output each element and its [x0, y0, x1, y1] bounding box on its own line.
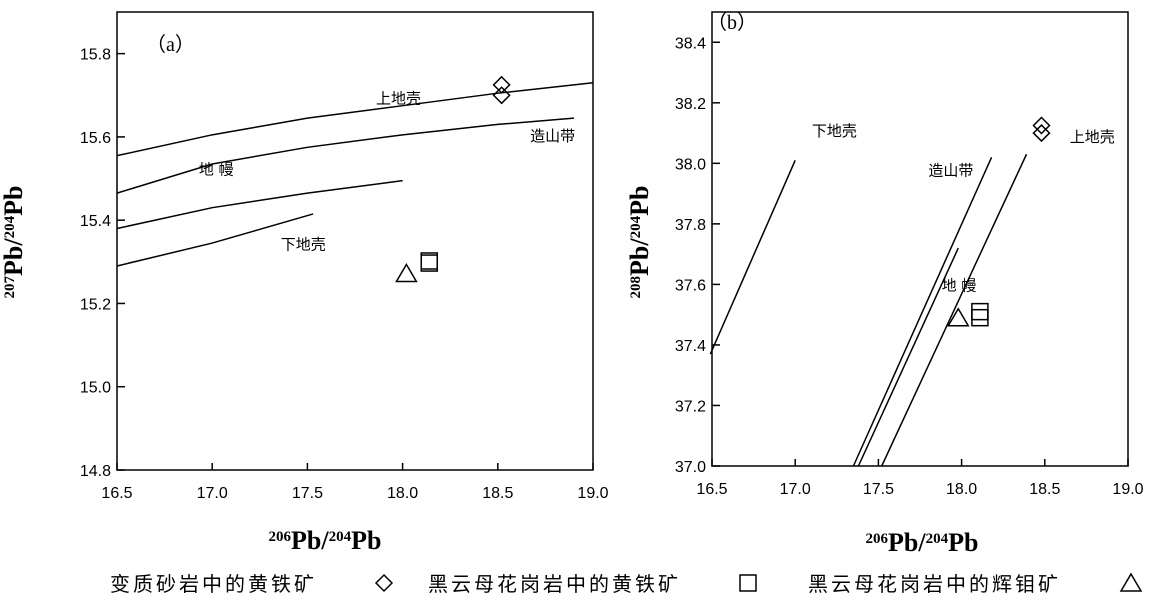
panel-label: （a）: [146, 33, 195, 56]
evolution-curve: [857, 247, 959, 467]
y-axis-title-text2: Pb: [625, 186, 654, 216]
x-axis-title: 206Pb/204Pb: [269, 526, 382, 555]
evolution-curve: [116, 213, 314, 267]
x-tick-label: 19.0: [577, 485, 608, 502]
data-point-square: [971, 302, 989, 321]
y-tick-label: 37.6: [675, 277, 706, 294]
x-axis-title-mass2: 204: [329, 529, 352, 545]
data-point-diamond: [492, 75, 511, 94]
y-axis-title-mass: 207: [2, 275, 18, 298]
data-point-diamond: [492, 86, 511, 105]
x-tick-label: 18.0: [387, 485, 418, 502]
evolution-curve: [852, 156, 993, 467]
x-tick-label: 18.5: [482, 485, 513, 502]
curve-label: 上地壳: [376, 90, 421, 108]
plot-frame: [116, 11, 594, 471]
legend-label: 黑云母花岗岩中的黄铁矿: [428, 572, 681, 596]
y-axis-title: 207Pb/204Pb: [0, 186, 28, 299]
panel-a: 16.5 17.0 17.5 18.0 18.5 19.0 14.8 15.0 15.2 15.4…: [80, 11, 609, 502]
evolution-curve: [116, 179, 403, 230]
y-axis-title-mass2: 204: [2, 215, 18, 238]
y-tick-label: 37.2: [675, 398, 706, 415]
data-point-square: [420, 252, 439, 270]
y-tick-label: 37.4: [675, 338, 706, 355]
x-axis-title-mass: 206: [866, 531, 889, 547]
x-axis-title: 206Pb/204Pb: [866, 528, 979, 557]
x-tick-label: 16.5: [696, 481, 727, 498]
x-tick-label: 17.0: [780, 481, 811, 498]
x-tick-label: 16.5: [101, 485, 132, 502]
x-axis-title-text: Pb/: [291, 526, 329, 555]
x-tick-label: 18.0: [946, 481, 977, 498]
x-tick-label: 19.0: [1112, 481, 1143, 498]
curve-label: 下地壳: [812, 122, 857, 140]
y-axis-title-text: Pb/: [0, 238, 28, 276]
y-tick-label: 15.8: [80, 47, 111, 64]
curve-label: 造山带: [928, 161, 973, 179]
y-axis-title-mass2: 204: [628, 215, 644, 238]
data-point-triangle: [395, 262, 418, 283]
data-point-square: [971, 308, 989, 327]
legend-square-icon: [739, 574, 757, 592]
curve-label: 地 幔: [942, 276, 977, 294]
panel-label: （b）: [707, 11, 757, 34]
x-tick-label: 17.5: [292, 485, 323, 502]
x-axis-title-text2: Pb: [948, 528, 978, 557]
curve-label: 地 幔: [199, 160, 234, 178]
x-axis-title-text2: Pb: [351, 526, 381, 555]
evolution-curve: [709, 160, 796, 355]
data-point-diamond: [1032, 116, 1051, 135]
legend: 变质砂岩中的黄铁矿 黑云母花岗岩中的黄铁矿 黑云母花岗岩中的辉钼矿: [110, 572, 1143, 596]
y-axis-title-mass: 208: [628, 276, 644, 299]
panel-b: 16.5 17.0 17.5 18.0 18.5 19.0 37.0 37.2 37.4 37.6…: [675, 11, 1144, 498]
y-axis-title-text: Pb/: [625, 238, 654, 276]
data-point-triangle: [946, 307, 970, 327]
y-tick-label: 15.6: [80, 130, 111, 147]
x-axis-title-text: Pb/: [888, 528, 926, 557]
evolution-curve: [116, 117, 575, 194]
x-tick-label: 17.5: [863, 481, 894, 498]
y-tick-label: 38.4: [675, 35, 706, 52]
y-tick-label: 14.8: [80, 463, 111, 480]
y-tick-label: 37.0: [675, 459, 706, 476]
plot-frame: [711, 11, 1129, 467]
legend-label: 黑云母花岗岩中的辉钼矿: [808, 572, 1061, 596]
y-tick-label: 38.2: [675, 96, 706, 113]
curve-label: 造山带: [530, 127, 575, 145]
x-axis-title-mass: 206: [269, 529, 292, 545]
data-point-diamond: [1032, 124, 1051, 143]
curve-label: 下地壳: [281, 235, 326, 253]
y-tick-label: 15.4: [80, 213, 111, 230]
y-tick-label: 38.0: [675, 156, 706, 173]
evolution-curve: [881, 153, 1028, 467]
y-axis-title-text2: Pb: [0, 186, 28, 216]
x-axis-title-mass2: 204: [926, 531, 949, 547]
y-axis-title: 208Pb/204Pb: [625, 186, 654, 299]
y-tick-label: 37.8: [675, 217, 706, 234]
y-tick-label: 15.0: [80, 380, 111, 397]
curve-label: 上地壳: [1070, 128, 1115, 146]
legend-diamond-icon: [374, 573, 394, 593]
legend-label: 变质砂岩中的黄铁矿: [110, 572, 317, 596]
x-tick-label: 17.0: [197, 485, 228, 502]
legend-triangle-icon: [1119, 572, 1143, 592]
y-tick-label: 15.2: [80, 296, 111, 313]
evolution-curve: [116, 82, 594, 157]
x-tick-label: 18.5: [1029, 481, 1060, 498]
